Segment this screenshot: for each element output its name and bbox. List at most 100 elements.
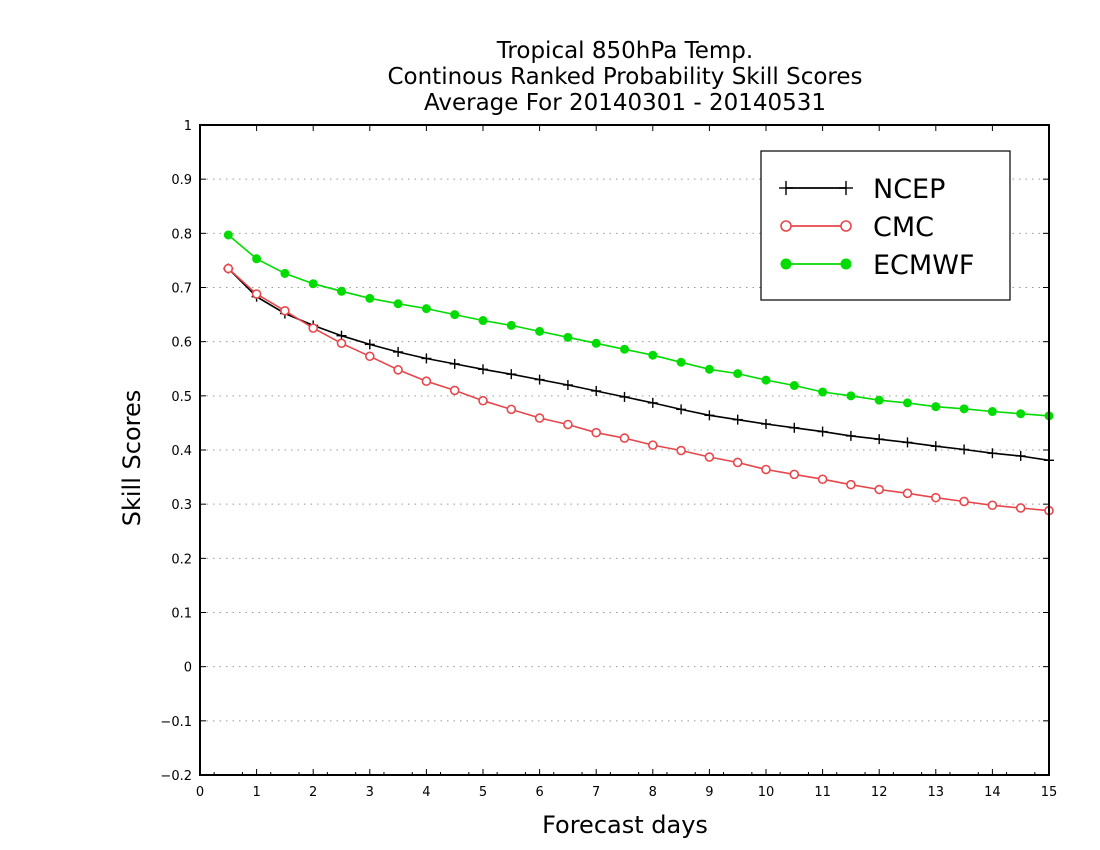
legend-label-ncep: NCEP [873, 174, 945, 205]
ecmwf-point [252, 254, 262, 264]
ncep-point [676, 404, 687, 415]
ecmwf-point [761, 375, 771, 385]
cmc-line [227, 267, 1050, 512]
ncep-point [619, 391, 630, 402]
x-tick-label: 1 [252, 785, 260, 800]
ncep-point [364, 339, 375, 350]
y-tick-label: 0.1 [171, 607, 192, 622]
cmc-point [563, 419, 573, 430]
ecmwf-point [789, 381, 799, 391]
y-tick-label: 0.4 [171, 444, 192, 459]
ecmwf-point [987, 407, 997, 417]
ncep-point [732, 414, 743, 425]
cmc-point [421, 376, 432, 387]
cmc-point [478, 395, 488, 406]
title-line-3: Average For 20140301 - 20140531 [424, 90, 826, 116]
ecmwf-line [227, 234, 1050, 417]
y-tick-label: 1 [184, 119, 192, 134]
ecmwf-point [393, 299, 403, 309]
x-tick-label: 13 [928, 785, 945, 800]
x-tick-label: 15 [1041, 785, 1058, 800]
y-tick-label: 0.7 [171, 282, 192, 297]
ncep-point [478, 364, 488, 375]
cmc-point [506, 404, 517, 415]
ncep-point [506, 369, 517, 380]
cmc-point [987, 500, 998, 511]
ncep-point [817, 426, 828, 437]
cmc-point [846, 479, 856, 490]
x-tick-label: 9 [705, 785, 713, 800]
x-tick-label: 3 [366, 785, 374, 800]
ecmwf-point [874, 395, 884, 405]
series-cmc [223, 263, 1054, 516]
series-layer [223, 230, 1054, 516]
y-tick-label: 0.5 [171, 390, 192, 405]
ecmwf-point [704, 364, 714, 374]
ncep-point [874, 434, 885, 445]
ecmwf-point [563, 332, 573, 342]
x-tick-label: 11 [814, 785, 831, 800]
ecmwf-point [648, 350, 658, 360]
y-tick-label: 0 [184, 661, 192, 676]
title-line-2: Continous Ranked Probability Skill Score… [387, 64, 862, 90]
x-tick-label: 0 [196, 785, 204, 800]
ecmwf-point [308, 279, 318, 289]
ecmwf-point [959, 404, 969, 414]
title-line-1: Tropical 850hPa Temp. [496, 38, 753, 64]
cmc-point [336, 338, 347, 349]
cmc-point [676, 445, 686, 456]
ecmwf-point [846, 391, 856, 401]
ecmwf-point [818, 387, 828, 397]
cmc-point [647, 440, 658, 450]
ncep-point [704, 410, 715, 421]
cmc-point [223, 263, 234, 274]
ecmwf-point [733, 369, 743, 379]
legend-label-cmc: CMC [873, 212, 934, 243]
cmc-point [534, 413, 545, 423]
ncep-point [902, 437, 913, 448]
cmc-point [280, 305, 290, 316]
axes: −0.2−0.100.10.20.30.40.50.60.70.80.910 1 2… [160, 119, 1057, 800]
cmc-point [1015, 503, 1026, 513]
legend-marker-ecmwf [780, 258, 792, 270]
cmc-point [817, 474, 828, 485]
ncep-point [845, 430, 856, 441]
series-ecmwf [223, 230, 1054, 421]
x-tick-label: 14 [984, 785, 1001, 800]
y-axis-title: Skill Scores [118, 390, 146, 527]
cmc-point [902, 488, 913, 499]
cmc-point [761, 464, 771, 475]
cmc-point [591, 427, 602, 438]
y-tick-label: 0.6 [171, 336, 192, 351]
cmc-point [251, 289, 262, 299]
cmc-point [930, 492, 941, 503]
x-tick-label: 12 [871, 785, 888, 800]
legend-marker-ncep [839, 181, 853, 195]
y-tick-label: 0.3 [171, 498, 192, 513]
ecmwf-point [903, 398, 912, 408]
legend: NCEP CMC ECMWF [760, 150, 1011, 301]
ncep-point [987, 448, 998, 459]
ecmwf-point [1016, 409, 1026, 419]
ecmwf-point [280, 268, 290, 278]
cmc-point [393, 365, 403, 375]
legend-marker-cmc [840, 220, 852, 232]
ecmwf-point [223, 230, 233, 240]
ncep-point [789, 422, 800, 433]
x-tick-label: 6 [535, 785, 543, 800]
cmc-point [789, 469, 800, 480]
ncep-point [647, 397, 658, 408]
cmc-point [449, 385, 460, 396]
x-tick-label: 5 [479, 785, 487, 800]
cmc-point [732, 457, 743, 468]
ncep-point [534, 374, 545, 385]
ecmwf-point [478, 316, 488, 326]
ecmwf-point [421, 304, 431, 314]
legend-label-ecmwf: ECMWF [873, 250, 974, 281]
y-tick-label: 0.2 [171, 552, 192, 567]
ncep-point [1015, 450, 1026, 461]
cmc-point [704, 452, 715, 462]
y-tick-label: −0.1 [160, 715, 192, 730]
cmc-point [364, 351, 375, 362]
